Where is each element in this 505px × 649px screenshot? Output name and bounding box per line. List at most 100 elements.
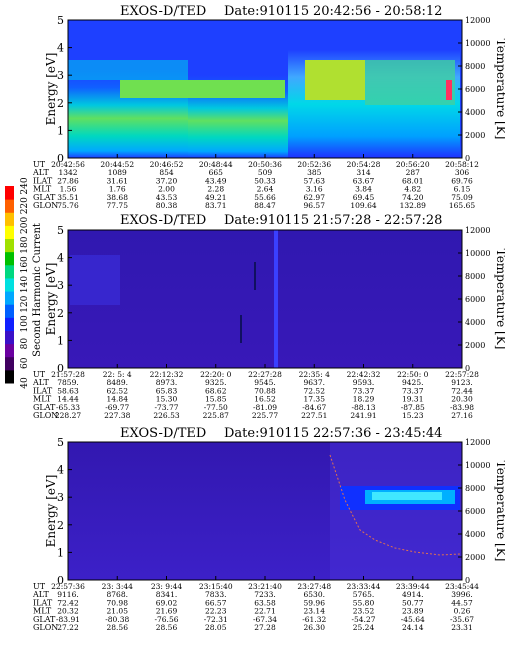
- ephemeris-row-label: GLON: [33, 623, 58, 632]
- colorbar-tick-label: 160: [20, 256, 30, 273]
- y-tick-label: 5: [57, 436, 64, 449]
- panel-3-temperature-trace: [329, 454, 461, 556]
- ephemeris-cell: 18.29: [353, 395, 375, 404]
- ephemeris-cell: 17.35: [304, 395, 326, 404]
- ephemeris-cell: -83.91: [56, 615, 80, 624]
- ephemeris-cell: 9425.: [402, 378, 423, 387]
- panel-3-title: EXOS-D/TED: [120, 426, 206, 441]
- ephemeris-cell: 35.51: [57, 193, 78, 202]
- ephemeris-cell: 165.65: [449, 201, 475, 210]
- ephemeris-cell: 62.97: [304, 193, 326, 202]
- ephemeris-cell: 0.26: [454, 607, 471, 616]
- ephemeris-cell: 72.52: [304, 386, 326, 395]
- ephemeris-cell: 2.28: [207, 185, 224, 194]
- ephemeris-cell: 49.21: [205, 193, 226, 202]
- ephemeris-cell: 43.53: [156, 193, 178, 202]
- ephemeris-cell: 20:44:52: [100, 160, 134, 169]
- ephemeris-cell: 27.86: [57, 176, 79, 185]
- ephemeris-cell: 8341.: [156, 590, 177, 599]
- panel-2-mark-b: [240, 315, 242, 343]
- ephemeris-cell: 23:15:40: [199, 582, 233, 591]
- panel-3-time-range: 22:57:36 - 23:45:44: [313, 426, 442, 441]
- ephemeris-cell: 22:57:36: [51, 582, 85, 591]
- ephemeris-cell: 69.45: [353, 193, 375, 202]
- ephemeris-cell: 96.57: [304, 201, 326, 210]
- ephemeris-row-label: UT: [33, 370, 46, 379]
- ephemeris-cell: 43.49: [205, 176, 227, 185]
- ephemeris-cell: -87.85: [401, 403, 425, 412]
- y-right-tick-label: 4000: [465, 318, 485, 327]
- y-tick-label: 0: [57, 362, 64, 375]
- ephemeris-row-label: GLAT: [33, 615, 56, 624]
- y-right-tick-label: 4000: [465, 530, 485, 539]
- ephemeris-cell: 59.96: [304, 598, 326, 607]
- y-tick-label: 1: [57, 124, 64, 137]
- colorbar-swatch: [5, 317, 14, 331]
- ephemeris-cell: 22: 5: 4: [103, 370, 132, 379]
- ephemeris-cell: 385: [307, 168, 322, 177]
- y-tick-label: 5: [57, 14, 64, 27]
- ephemeris-row-label: MLT: [33, 185, 52, 194]
- colorbar-swatch: [5, 264, 14, 279]
- ephemeris-cell: 50.77: [402, 598, 424, 607]
- ephemeris-cell: 70.88: [254, 386, 276, 395]
- ephemeris-cell: 6530.: [304, 590, 325, 599]
- ephemeris-cell: 70.98: [107, 598, 129, 607]
- ephemeris-cell: 20:46:52: [150, 160, 184, 169]
- y-right-tick-label: 2000: [465, 553, 485, 562]
- ephemeris-cell: 88.47: [254, 201, 276, 210]
- ephemeris-row-label: ILAT: [33, 386, 53, 395]
- y-right-tick-label: 6000: [465, 85, 485, 94]
- colorbar-swatch: [5, 369, 14, 384]
- panel-1-ylabel: Energy [eV]: [44, 53, 58, 126]
- y-right-tick-label: 2000: [465, 131, 485, 140]
- ephemeris-cell: -84.67: [302, 403, 326, 412]
- colorbar-scale: [5, 186, 14, 384]
- ephemeris-cell: 228.27: [55, 411, 81, 420]
- panel-1-axes: 0 1 2 3 4 5 0 2000 4000 6000 8000 10000 12000: [57, 14, 490, 165]
- ephemeris-cell: 9123.: [451, 378, 472, 387]
- y-tick-label: 2: [57, 519, 64, 532]
- ephemeris-cell: 132.89: [400, 201, 426, 210]
- ephemeris-cell: 69.76: [451, 176, 473, 185]
- panel-3-axes: 0 1 2 3 4 5 0 2000 4000 6000 8000 10000 12000: [57, 436, 490, 587]
- panel-1-band-upper-cyan: [68, 60, 188, 80]
- colorbar-swatch: [5, 277, 14, 292]
- y-tick-label: 0: [57, 574, 64, 587]
- colorbar-label: Second Harmonic Current: [32, 223, 43, 357]
- ephemeris-cell: 74.20: [402, 193, 424, 202]
- ephemeris-row-label: ALT: [32, 590, 49, 599]
- ephemeris-cell: 68.01: [402, 176, 423, 185]
- ephemeris-cell: -54.27: [351, 615, 375, 624]
- ephemeris-cell: 9545.: [254, 378, 275, 387]
- ephemeris-cell: 241.91: [350, 411, 376, 420]
- panel-3-date: Date:910115: [224, 426, 309, 441]
- ephemeris-cell: 44.57: [451, 598, 473, 607]
- y-right-tick-label: 0: [465, 154, 470, 163]
- ephemeris-cell: 4914.: [402, 590, 423, 599]
- panel-3-wave-region: [330, 442, 462, 580]
- ephemeris-row-label: ILAT: [33, 598, 53, 607]
- ephemeris-cell: 58.63: [57, 386, 79, 395]
- y-tick-label: 5: [57, 224, 64, 237]
- y-tick-label: 4: [57, 252, 64, 265]
- panel-3-ylabel-right: Temperature [K]: [494, 461, 505, 562]
- ephemeris-cell: 75.09: [451, 193, 473, 202]
- ephemeris-cell: -67.34: [253, 615, 277, 624]
- ephemeris-cell: 77.75: [107, 201, 129, 210]
- ephemeris-cell: 15.23: [402, 411, 424, 420]
- panel-1-band-stripes: [365, 60, 455, 105]
- ephemeris-cell: 1.76: [109, 185, 126, 194]
- ephemeris-row-label: GLON: [33, 411, 58, 420]
- ephemeris-cell: 314: [356, 168, 371, 177]
- ephemeris-cell: 287: [406, 168, 421, 177]
- ephemeris-cell: 109.64: [350, 201, 376, 210]
- ephemeris-cell: -65.33: [56, 403, 80, 412]
- ephemeris-cell: 20:58:12: [445, 160, 479, 169]
- panel-2-ephemeris-table: UT 21:57:28 22: 5: 4 22:12:32 22:20: 0 22:27:…: [32, 370, 479, 420]
- ephemeris-cell: 62.52: [107, 386, 129, 395]
- ephemeris-cell: 1089: [108, 168, 127, 177]
- panel-1-date: Date:910115: [224, 4, 309, 19]
- colorbar-swatch: [5, 238, 14, 253]
- colorbar-swatch: [5, 343, 14, 358]
